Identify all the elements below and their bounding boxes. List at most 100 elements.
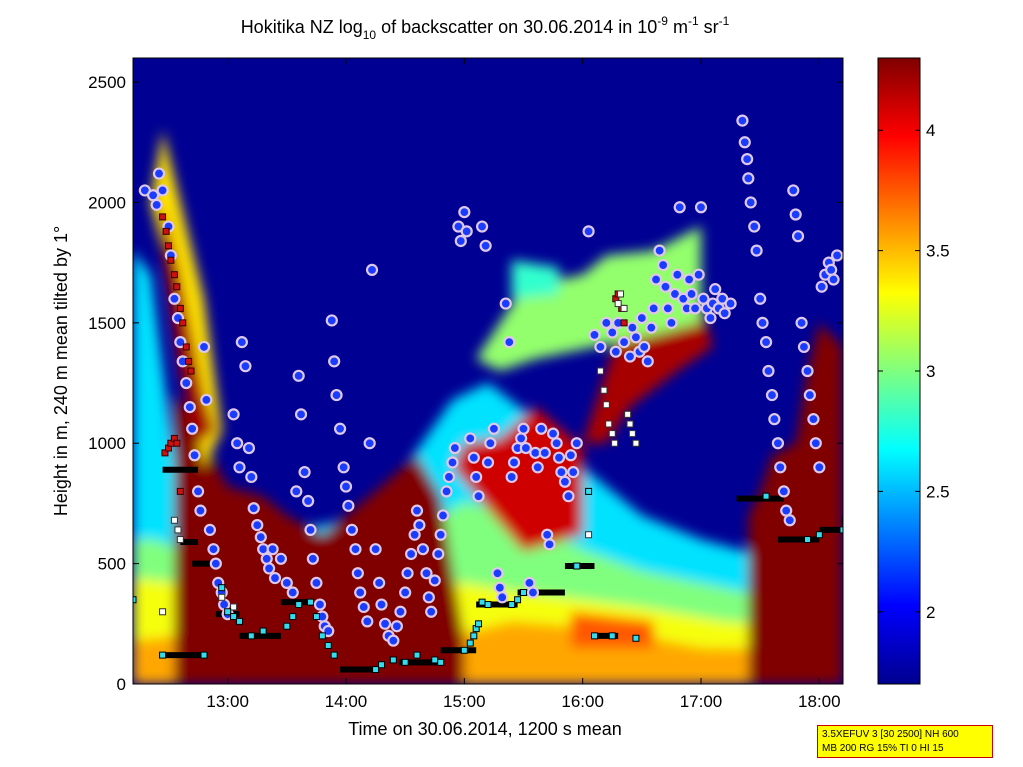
marker-0-126 xyxy=(538,446,551,459)
marker-0-33 xyxy=(247,502,260,515)
y-tick-label-1: 500 xyxy=(98,555,126,574)
marker-0-169 xyxy=(692,268,705,281)
marker-0-115 xyxy=(505,470,518,484)
marker-0-158 xyxy=(659,280,672,293)
marker-0-109 xyxy=(487,422,501,435)
marker-0-197 xyxy=(783,514,796,527)
marker-3-6 xyxy=(236,617,243,625)
marker-0-85 xyxy=(416,543,430,556)
marker-2-0 xyxy=(159,608,167,616)
marker-0-114 xyxy=(503,336,516,349)
marker-0-119 xyxy=(517,422,530,435)
marker-2-14 xyxy=(626,420,634,428)
marker-3-11 xyxy=(295,601,303,609)
marker-0-12 xyxy=(183,401,196,414)
plot-frame xyxy=(132,57,844,685)
marker-3-18 xyxy=(378,661,385,669)
marker-0-81 xyxy=(404,547,418,561)
marker-0-113 xyxy=(499,297,512,310)
marker-3-38 xyxy=(632,634,640,642)
marker-0-183 xyxy=(742,172,755,185)
marker-0-44 xyxy=(290,485,303,498)
marker-0-34 xyxy=(251,518,264,532)
marker-0-43 xyxy=(286,586,299,599)
marker-0-201 xyxy=(795,316,808,329)
marker-0-171 xyxy=(697,292,710,305)
marker-0-27 xyxy=(231,437,244,450)
x-tick-label-2: 15:00 xyxy=(443,692,486,711)
marker-0-153 xyxy=(645,321,658,334)
marker-0-100 xyxy=(460,225,473,238)
marker-0-64 xyxy=(349,543,362,556)
y-tick-label-3: 1500 xyxy=(88,314,126,333)
marker-1-11 xyxy=(161,449,169,457)
marker-0-98 xyxy=(454,234,467,248)
marker-0-31 xyxy=(242,441,256,455)
marker-3-24 xyxy=(460,646,468,654)
marker-0-124 xyxy=(531,461,544,474)
marker-0-167 xyxy=(685,287,698,301)
marker-3-3 xyxy=(218,584,226,592)
marker-0-128 xyxy=(543,538,556,551)
marker-3-0 xyxy=(133,596,137,604)
marker-0-151 xyxy=(638,340,651,354)
marker-0-152 xyxy=(641,355,654,368)
marker-0-196 xyxy=(780,504,793,517)
marker-2-18 xyxy=(230,603,238,611)
marker-0-211 xyxy=(825,263,838,276)
colorbar-axis: 2 2.5 3 3.5 4 xyxy=(878,121,950,622)
marker-0-63 xyxy=(345,523,359,537)
marker-3-20 xyxy=(401,658,409,666)
marker-0-120 xyxy=(519,441,532,455)
marker-0-207 xyxy=(813,461,826,474)
marker-1-9 xyxy=(185,357,193,365)
marker-0-206 xyxy=(809,437,822,450)
marker-0-189 xyxy=(759,336,773,349)
marker-0-182 xyxy=(741,153,754,166)
marker-0-88 xyxy=(425,605,438,618)
backscatter-region-5 xyxy=(174,395,465,684)
marker-3-2 xyxy=(200,651,208,659)
marker-0-76 xyxy=(387,634,400,647)
marker-0-131 xyxy=(552,451,566,464)
marker-1-6 xyxy=(176,304,184,312)
marker-0-135 xyxy=(564,449,577,462)
x-tick-label-0: 13:00 xyxy=(206,692,249,711)
marker-3-16 xyxy=(330,651,338,659)
marker-3-10 xyxy=(289,613,297,621)
marker-2-15 xyxy=(628,430,636,438)
marker-3-37 xyxy=(608,632,616,640)
marker-0-184 xyxy=(744,196,757,209)
marker-0-118 xyxy=(515,432,528,445)
marker-0-195 xyxy=(777,485,790,498)
marker-0-41 xyxy=(274,552,288,565)
marker-0-185 xyxy=(748,220,761,233)
marker-0-106 xyxy=(479,239,492,252)
marker-0-17 xyxy=(197,340,211,354)
marker-0-80 xyxy=(401,567,414,580)
backscatter-region-7 xyxy=(582,298,713,444)
processing-info-box: 3.5XEFUV 3 [30 2500] NH 600 MB 200 RG 15… xyxy=(817,725,993,758)
marker-0-67 xyxy=(357,600,370,614)
marker-0-194 xyxy=(774,461,787,474)
marker-0-178 xyxy=(718,307,731,320)
marker-3-23 xyxy=(437,658,445,666)
marker-0-83 xyxy=(410,504,424,517)
marker-0-65 xyxy=(351,567,364,580)
marker-0-11 xyxy=(180,376,193,390)
marker-0-157 xyxy=(657,258,670,272)
marker-0-66 xyxy=(354,586,367,599)
marker-0-205 xyxy=(807,413,820,426)
marker-2-9 xyxy=(611,439,619,447)
backscatter-region-9 xyxy=(150,130,222,468)
marker-3-8 xyxy=(259,627,267,635)
x-tick-label-4: 17:00 xyxy=(680,692,723,711)
backscatter-region-11 xyxy=(476,226,701,371)
marker-0-110 xyxy=(491,567,504,580)
marker-0-4 xyxy=(156,184,169,197)
marker-0-147 xyxy=(626,321,639,334)
marker-0-99 xyxy=(458,205,471,219)
marker-0-18 xyxy=(200,393,213,406)
marker-1-3 xyxy=(167,256,175,264)
